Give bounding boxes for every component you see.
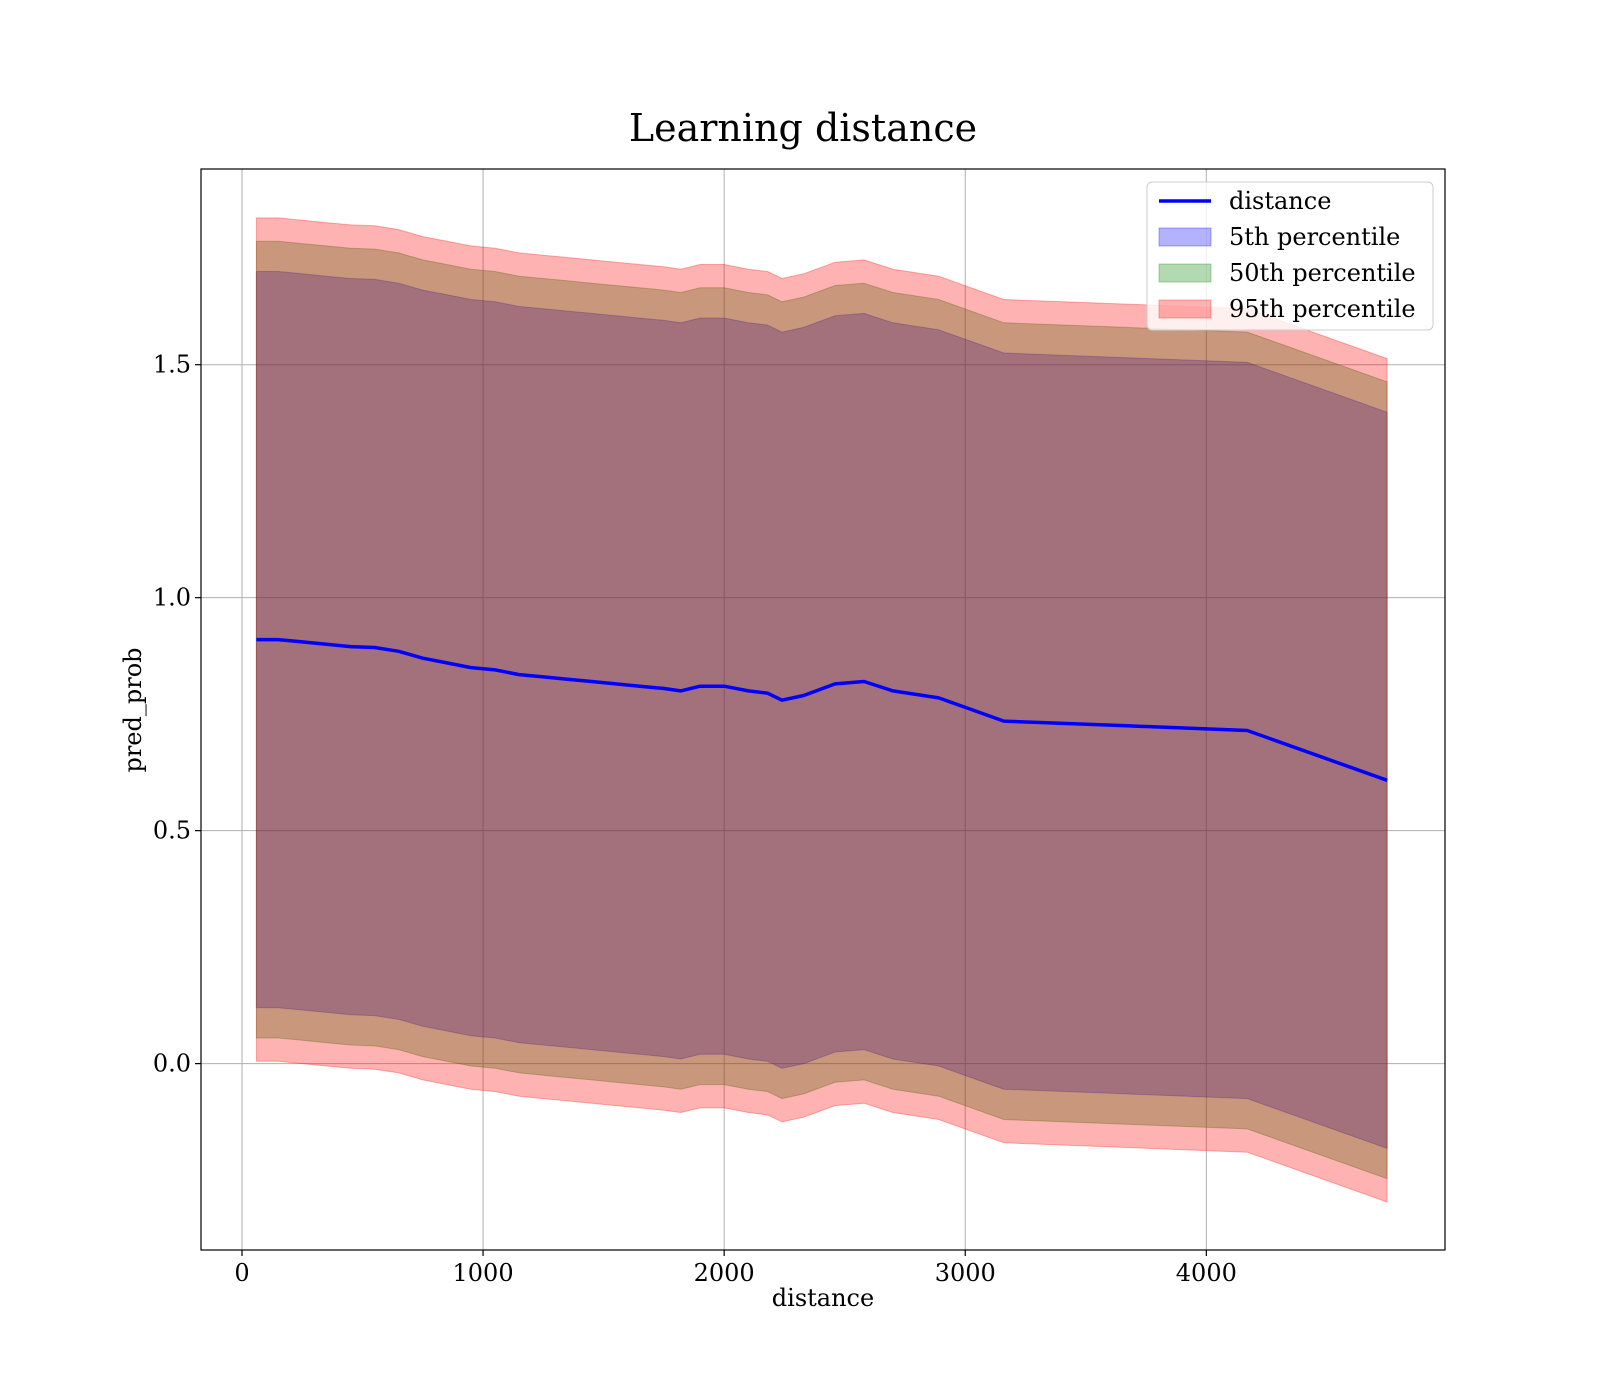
legend-box — [1146, 181, 1434, 331]
legend-label: 95th percentile — [1229, 295, 1416, 323]
legend-label: 5th percentile — [1229, 223, 1400, 251]
x-tick-label: 0 — [234, 1259, 249, 1287]
series-line-distance — [256, 637, 1388, 782]
legend-swatch-50th-percentile — [1158, 263, 1212, 283]
x-tick-label: 4000 — [1176, 1259, 1237, 1287]
y-axis-ticks: 0.0 0.5 1.0 1.5 — [153, 351, 201, 1078]
legend: distance 5th percentile 50th percentile 95t… — [1146, 181, 1434, 331]
data-lines — [256, 637, 1388, 782]
y-tick-label: 1.0 — [153, 584, 191, 612]
legend-swatch-95th-percentile — [1158, 299, 1212, 319]
band-95th-percentile — [255, 217, 1388, 1203]
plot-background — [201, 169, 1445, 1250]
y-tick-label: 0.0 — [153, 1050, 191, 1078]
x-tick-label: 3000 — [935, 1259, 996, 1287]
chart-title: Learning distance — [629, 106, 977, 150]
plot-area — [200, 168, 1446, 1251]
x-tick-label: 1000 — [453, 1259, 514, 1287]
x-axis-label: distance — [772, 1284, 874, 1312]
y-tick-label: 0.5 — [153, 817, 191, 845]
x-axis-ticks: 0 1000 2000 3000 4000 — [234, 1250, 1237, 1287]
y-tick-label: 1.5 — [153, 351, 191, 379]
band-5th-percentile — [255, 271, 1388, 1150]
legend-label: 50th percentile — [1229, 259, 1416, 287]
grid-lines — [201, 169, 1445, 1250]
percentile-bands — [255, 217, 1388, 1203]
y-axis-label: pred_prob — [119, 647, 147, 772]
band-50th-percentile — [255, 240, 1388, 1180]
legend-swatch-5th-percentile — [1158, 227, 1212, 247]
plot-frame — [200, 168, 1446, 1251]
x-tick-label: 2000 — [694, 1259, 755, 1287]
legend-label: distance — [1229, 187, 1331, 215]
